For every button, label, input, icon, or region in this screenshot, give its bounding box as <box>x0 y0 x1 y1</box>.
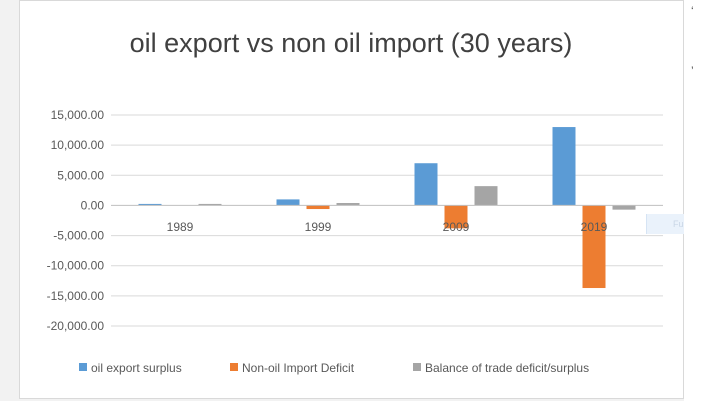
y-tick-label: 15,000.00 <box>51 108 105 122</box>
floating-cell-hint: Full-scr <box>646 214 684 234</box>
bar <box>612 205 636 210</box>
legend-swatch <box>79 363 87 371</box>
bar <box>552 127 576 206</box>
y-tick-label: -5,000.00 <box>53 229 104 243</box>
legend-label: Balance of trade deficit/surplus <box>425 361 589 375</box>
legend-swatch <box>230 363 238 371</box>
bar <box>276 199 300 206</box>
x-tick-label: 1999 <box>305 220 332 234</box>
window-edge-strip <box>684 0 709 401</box>
x-tick-label: 2019 <box>581 220 608 234</box>
y-tick-label: 0.00 <box>81 198 105 212</box>
edge-glyph-mid: ’ <box>691 64 694 78</box>
x-tick-label: 1989 <box>167 220 194 234</box>
y-tick-label: -20,000.00 <box>47 319 105 333</box>
edge-glyph-top: ‘ <box>691 4 694 18</box>
bar <box>198 203 222 206</box>
bars <box>138 127 636 289</box>
legend: oil export surplus Non-oil Import Deficit… <box>79 361 589 375</box>
x-axis-ticks: 1989 1999 2009 2019 <box>167 220 608 234</box>
y-tick-label: 5,000.00 <box>57 168 104 182</box>
legend-swatch <box>413 363 421 371</box>
bar <box>414 163 438 206</box>
y-tick-label: -10,000.00 <box>47 259 105 273</box>
bar <box>474 186 498 206</box>
bar <box>306 205 330 210</box>
y-tick-label: -15,000.00 <box>47 289 105 303</box>
x-tick-label: 2009 <box>443 220 470 234</box>
bar <box>444 205 468 229</box>
legend-label: oil export surplus <box>91 361 182 375</box>
y-tick-label: 10,000.00 <box>51 138 105 152</box>
legend-label: Non-oil Import Deficit <box>242 361 355 375</box>
y-axis-ticks: 15,000.00 10,000.00 5,000.00 0.00 -5,000.00 -… <box>47 108 105 333</box>
chart-title: oil export vs non oil import (30 years) <box>130 28 573 58</box>
bar <box>336 203 360 206</box>
bar <box>138 203 162 206</box>
bar <box>582 205 606 289</box>
